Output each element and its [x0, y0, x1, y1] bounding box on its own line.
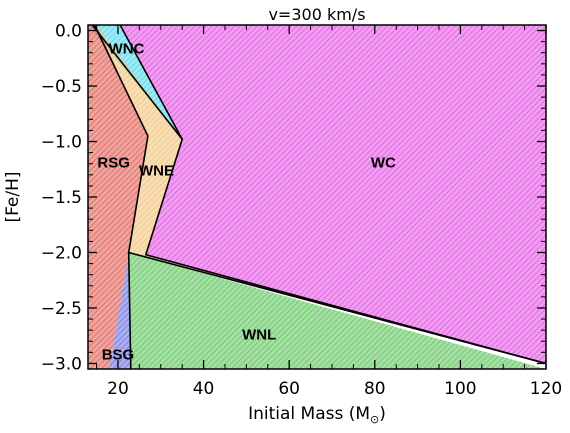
regions-layer [88, 25, 546, 369]
y-tick-label: −1.0 [41, 133, 82, 153]
x-tick-label: 40 [193, 379, 215, 399]
y-tick-label: −2.5 [41, 299, 82, 319]
ticks-layer: 20 40 60 80 100 120 0.0 −0.5 −1.0 −1.5 −2.0 −2.5 −3.… [41, 22, 563, 399]
x-axis-title-sub: ⊙ [370, 413, 379, 426]
region-label-bsg: BSG [102, 347, 135, 364]
boundaries-layer [91, 25, 546, 369]
region-labels-layer: WC WNC RSG WNE WNL BSG [97, 40, 396, 363]
boundary-line-0 [93, 25, 546, 365]
boundary-line-1 [119, 25, 546, 365]
x-tick-label: 80 [364, 379, 386, 399]
region-label-wne: WNE [139, 162, 174, 179]
y-tick-label: −1.5 [41, 188, 82, 208]
region-label-wnl: WNL [242, 327, 276, 344]
y-tick-label: 0.0 [55, 22, 82, 42]
x-axis-title: Initial Mass (M⊙) [248, 404, 386, 426]
x-axis-title-main: Initial Mass (M [248, 404, 370, 424]
region-label-rsg: RSG [97, 155, 130, 172]
x-tick-label: 60 [278, 379, 300, 399]
region-rsg [88, 25, 148, 369]
region-wc [120, 25, 546, 364]
boundary-line-2 [91, 25, 183, 140]
y-axis-title: [Fe/H] [3, 171, 23, 222]
region-label-wnc: WNC [109, 40, 145, 57]
region-bsg [109, 252, 131, 369]
region-label-wc: WC [371, 155, 396, 172]
boundary-line-3 [127, 252, 132, 369]
x-axis-title-end: ) [379, 404, 386, 424]
region-wnl [128, 252, 546, 369]
x-tick-label: 120 [530, 379, 562, 399]
chart-title: v=300 km/s [268, 5, 365, 24]
y-tick-label: −2.0 [41, 243, 82, 263]
x-tick-label: 20 [107, 379, 129, 399]
y-tick-label: −3.0 [41, 354, 82, 374]
y-tick-label: −0.5 [41, 77, 82, 97]
x-tick-label: 100 [444, 379, 476, 399]
